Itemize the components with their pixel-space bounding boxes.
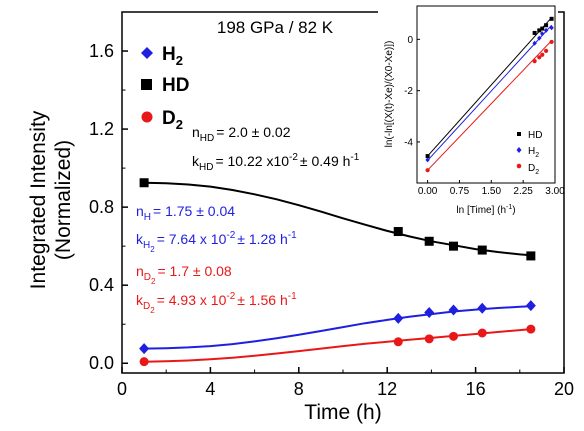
data-point-h2-1 (393, 312, 404, 324)
inset-y-tick-label-1: -2 (404, 86, 413, 97)
legend-marker-d2 (141, 111, 153, 123)
x-tick-label-4: 16 (466, 379, 486, 399)
annotation-hd-n: nHD = 2.0 ± 0.02 (192, 124, 291, 144)
inset-x-tick-label-4: 3.00 (545, 186, 565, 197)
inset-legend: HD H2 D2 (516, 130, 542, 176)
legend-marker-h2 (141, 47, 153, 59)
data-point-h2-2 (424, 307, 435, 319)
inset-legend-marker-hd (517, 132, 521, 136)
inset-point-hd-4 (544, 23, 549, 28)
x-tick-label-2: 8 (294, 379, 304, 399)
data-point-hd-5 (526, 251, 536, 261)
inset-legend-label-hd: HD (528, 130, 542, 141)
inset-legend-marker-h2 (516, 147, 522, 153)
annotation-h2-n: nH = 1.75 ± 0.04 (136, 203, 235, 223)
inset-y-tick-label-0: -4 (404, 137, 413, 148)
x-tick-label-1: 4 (205, 379, 215, 399)
y-tick-label-4: 1.6 (89, 41, 114, 61)
inset-point-h2-1 (532, 40, 537, 46)
inset-fit-line-hd (427, 17, 552, 157)
main-x-axis-title: Time (h) (304, 401, 381, 424)
y-tick-label-3: 1.2 (89, 119, 114, 139)
inset-point-hd-2 (537, 28, 542, 33)
inset-y-axis-title: ln(-ln[(X(t)-Xe)/(X0-Xe)]) (384, 41, 395, 148)
fit-curve-h2 (144, 305, 531, 350)
inset-point-d2-5 (549, 39, 554, 45)
main-y-axis-title-line1: Integrated Intensity (27, 110, 50, 289)
annotation-hd-k: kHD = 10.22 x10-2 ± 0.49 h-1 (192, 152, 360, 173)
data-point-d2-4 (477, 328, 487, 338)
annotation-d2-n: nD2= 1.7 ± 0.08 (136, 263, 232, 286)
x-tick-label-5: 20 (554, 379, 574, 399)
data-point-d2-1 (393, 337, 403, 347)
data-point-h2-4 (477, 302, 488, 314)
data-point-d2-2 (424, 334, 434, 344)
inset-point-hd-5 (549, 16, 554, 21)
x-tick-label-0: 0 (117, 379, 127, 399)
inset-fit-line-d2 (427, 40, 552, 171)
y-tick-label-1: 0.4 (89, 275, 114, 295)
inset-legend-label-h2: H2 (528, 146, 539, 159)
data-point-d2-0 (139, 357, 149, 367)
data-point-hd-2 (424, 236, 434, 246)
inset-point-h2-3 (540, 31, 545, 37)
data-point-d2-3 (449, 331, 458, 341)
x-tick-label-3: 12 (377, 379, 397, 399)
legend-marker-hd (141, 79, 152, 90)
inset-point-d2-2 (537, 55, 542, 60)
annotation-h2-k: kH2= 7.64 x 10-2 ± 1.28 h-1 (136, 230, 297, 254)
main-data-marks (139, 178, 536, 367)
y-tick-label-2: 0.8 (89, 197, 114, 217)
data-point-d2-5 (526, 324, 536, 334)
legend-label-h2: H2 (162, 44, 183, 68)
inset-legend-marker-d2 (516, 163, 522, 169)
inset-x-tick-label-1: 0.75 (450, 186, 470, 197)
annotation-h2: nH = 1.75 ± 0.04 kH2= 7.64 x 10-2 ± 1.28 h… (136, 203, 297, 254)
data-point-hd-1 (393, 227, 403, 237)
chart-title: 198 GPa / 82 K (217, 18, 334, 37)
data-point-h2-5 (525, 300, 536, 312)
annotation-hd: nHD = 2.0 ± 0.02 kHD = 10.22 x10-2 ± 0.49 h… (192, 124, 360, 173)
fit-curve-d2 (144, 328, 531, 363)
data-point-h2-0 (139, 343, 150, 355)
inset-point-hd-1 (532, 30, 537, 35)
inset-plot-frame (416, 5, 556, 184)
inset-axis-ticks: 0.00 0.75 1.50 2.25 3.00 -4 -2 0 (404, 35, 565, 197)
inset-legend-label-d2: D2 (528, 163, 539, 176)
inset-fit-line-h2 (427, 24, 552, 161)
inset-point-h2-4 (543, 27, 549, 33)
inset-x-tick-label-3: 2.25 (513, 186, 533, 197)
data-point-h2-3 (448, 304, 459, 316)
annotation-d2-k: kD2= 4.93 x 10-2 ± 1.56 h-1 (136, 291, 297, 315)
inset-x-tick-label-0: 0.00 (418, 186, 438, 197)
data-point-hd-4 (477, 245, 487, 255)
inset-point-h2-0 (425, 157, 430, 163)
inset-x-axis-title: ln [Time] (h-1) (456, 204, 515, 216)
inset-point-h2-2 (537, 35, 542, 41)
inset-point-d2-3 (540, 52, 545, 57)
data-point-hd-3 (449, 241, 458, 251)
legend-label-hd: HD (162, 75, 189, 96)
main-legend: H2 HD D2 (141, 44, 189, 132)
inset-point-hd-0 (425, 154, 430, 159)
inset-fit-lines (427, 17, 552, 171)
data-point-hd-0 (139, 178, 149, 188)
inset-point-h2-5 (549, 25, 554, 31)
legend-label-d2: D2 (162, 108, 183, 132)
inset-point-hd-3 (540, 26, 545, 31)
inset-x-tick-label-2: 1.50 (482, 186, 502, 197)
fit-curve-hd (144, 181, 531, 257)
main-axis-ticks: 0 4 8 12 16 20 0.0 0.4 0.8 1.2 1.6 (89, 11, 574, 399)
inset-y-tick-label-2: 0 (407, 35, 413, 46)
inset-data-marks (425, 16, 554, 173)
inset-point-d2-4 (543, 48, 549, 53)
main-fit-curves (144, 181, 531, 363)
y-tick-label-0: 0.0 (89, 353, 114, 373)
inset-point-d2-0 (425, 168, 430, 173)
annotation-d2: nD2= 1.7 ± 0.08 kD2= 4.93 x 10-2 ± 1.56 h… (136, 263, 297, 315)
inset-point-d2-1 (532, 59, 537, 64)
main-y-axis-title-line2: (Normalized) (52, 140, 75, 260)
